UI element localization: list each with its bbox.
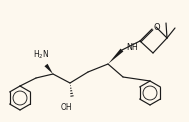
Text: O: O [154,24,161,32]
Text: NH: NH [126,42,138,51]
Polygon shape [108,49,123,64]
Polygon shape [44,64,53,74]
Text: OH: OH [60,103,72,112]
Text: H$_2$N: H$_2$N [33,49,49,61]
